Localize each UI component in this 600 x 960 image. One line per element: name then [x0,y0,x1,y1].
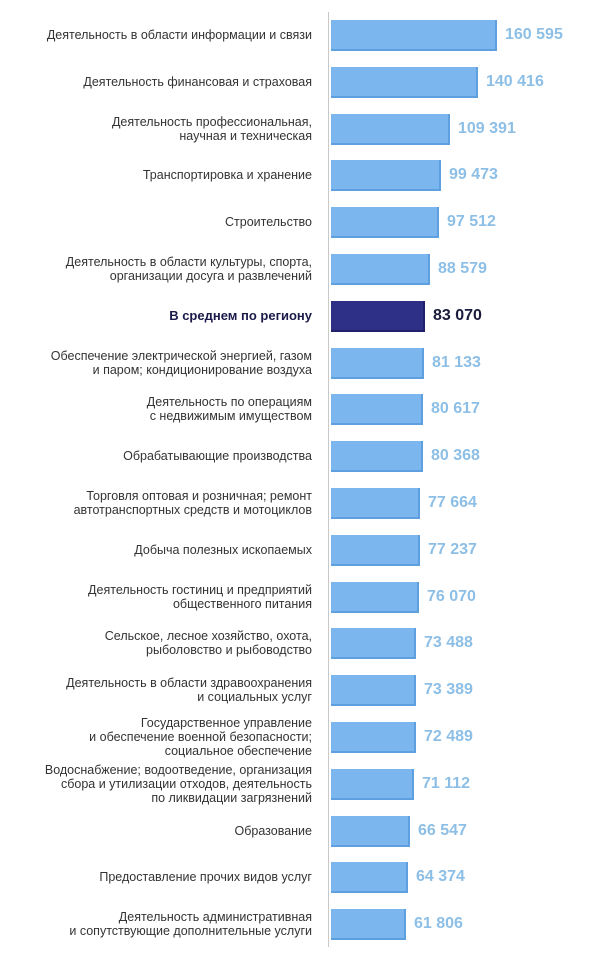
category-label: Образование [234,823,312,838]
data-label: 97 512 [447,213,496,231]
bar-row: Деятельность гостиниц и предприятий обще… [0,574,600,620]
bar [331,628,416,660]
data-label: 83 070 [433,306,482,324]
bar-row: Транспортировка и хранение 99 473 [0,152,600,198]
data-label: 77 237 [428,540,477,558]
bar [331,394,423,426]
bar [331,20,497,51]
bar [331,768,414,800]
data-label: 76 070 [427,587,476,605]
bar-row: Государственное управление и обеспечение… [0,714,600,760]
category-label: Сельское, лесное хозяйство, охота, рыбол… [104,629,312,658]
bar [331,113,450,145]
data-label: 66 547 [418,821,467,839]
category-label: Деятельность в области здравоохранения и… [66,676,312,705]
category-label: Обеспечение электрической энергией, газо… [50,348,312,377]
bar [331,862,408,894]
category-label: Транспортировка и хранение [142,168,312,183]
data-label: 80 617 [431,400,480,418]
category-label: В среднем по региону [169,307,312,323]
category-axis-line [328,12,329,947]
bar [331,207,439,239]
bar [331,815,410,847]
bar-row: Торговля оптовая и розничная; ремонт авт… [0,480,600,526]
data-label: 99 473 [449,166,498,184]
category-label: Строительство [225,215,312,230]
category-label: Деятельность в области информации и связ… [46,28,312,42]
bar-row: Деятельность профессиональная, научная и… [0,106,600,152]
data-label: 81 133 [432,353,481,371]
category-label: Торговля оптовая и розничная; ремонт авт… [73,489,312,517]
bar [331,347,424,379]
category-label: Обрабатывающие производства [123,449,312,464]
bar-row: Деятельность в области культуры, спорта,… [0,246,600,292]
bar [331,722,416,753]
bar-row: Обрабатывающие производства 80 368 [0,433,600,479]
category-label: Добыча полезных ископаемых [134,542,312,557]
bar-row: Добыча полезных ископаемых 77 237 [0,527,600,573]
bar [331,300,425,332]
bar [331,160,441,192]
bar-row: Деятельность в области здравоохранения и… [0,667,600,713]
bar [331,581,419,613]
bar [331,441,423,473]
data-label: 77 664 [428,494,477,511]
bar [331,66,478,98]
bar-row: Сельское, лесное хозяйство, охота, рыбол… [0,620,600,666]
bar-row: Деятельность по операциям с недвижимым и… [0,386,600,432]
data-label: 61 806 [414,915,463,933]
bar-row: Водоснабжение; водоотведение, организаци… [0,761,600,807]
data-label: 71 112 [422,774,471,792]
bar-row: Обеспечение электрической энергией, газо… [0,340,600,386]
bar-row: Строительство 97 512 [0,199,600,245]
bar [331,675,416,707]
bar-row: Деятельность финансовая и страховая 140 4… [0,59,600,105]
bar-row: Образование 66 547 [0,808,600,854]
bar-row: Деятельность административная и сопутств… [0,901,600,947]
data-label: 64 374 [416,868,465,886]
category-label: Деятельность административная и сопутств… [69,910,312,939]
category-label: Деятельность профессиональная, научная и… [111,114,312,143]
data-label: 140 416 [486,72,544,90]
bar-row: Деятельность в области информации и связ… [0,12,600,58]
category-label: Деятельность финансовая и страховая [83,74,312,89]
category-label: Деятельность по операциям с недвижимым и… [146,395,312,424]
data-label: 160 595 [505,26,563,43]
bar [331,254,430,285]
bar-row: В среднем по региону 83 070 [0,293,600,339]
category-label: Водоснабжение; водоотведение, организаци… [44,762,312,805]
category-label: Государственное управление и обеспечение… [89,716,312,758]
data-label: 109 391 [458,119,516,137]
bar [331,488,420,519]
data-label: 80 368 [431,447,480,465]
data-label: 73 389 [424,681,473,699]
category-label: Деятельность в области культуры, спорта,… [65,255,312,283]
data-label: 72 489 [424,728,473,745]
category-label: Деятельность гостиниц и предприятий обще… [88,582,312,611]
data-label: 73 488 [424,634,473,652]
bar-row: Предоставление прочих видов услуг 64 374 [0,854,600,900]
bar [331,909,406,941]
data-label: 88 579 [438,260,487,277]
bar [331,534,420,566]
category-label: Предоставление прочих видов услуг [99,870,312,885]
